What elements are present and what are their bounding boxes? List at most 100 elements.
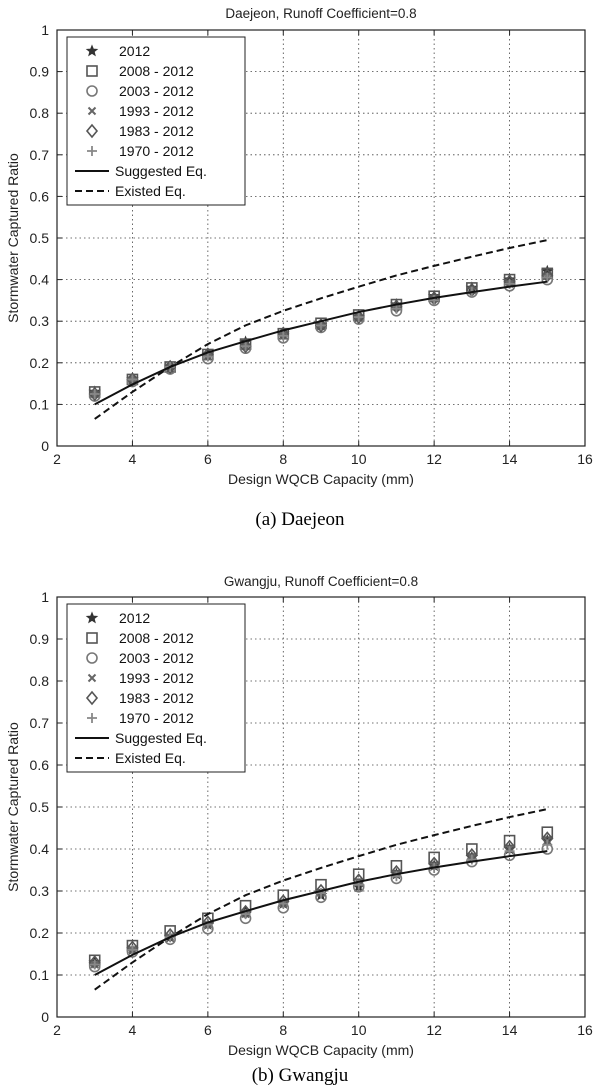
data-point bbox=[316, 888, 326, 899]
x-tick-label: 16 bbox=[577, 1022, 593, 1038]
legend-box bbox=[66, 36, 246, 206]
chart-panel-2: Gwangju, Runoff Coefficient=0.82 4 6 8 10 12 1… bbox=[5, 574, 593, 1086]
legend-marker-swatch bbox=[87, 106, 97, 116]
data-point bbox=[127, 944, 138, 955]
data-point bbox=[89, 959, 100, 970]
legend-entry: 1983 - 2012 bbox=[119, 123, 194, 139]
legend-entry: 2012 bbox=[119, 43, 150, 59]
data-point bbox=[127, 374, 138, 385]
legend-entry: Suggested Eq. bbox=[115, 730, 207, 746]
legend-marker-swatch bbox=[86, 85, 98, 97]
figure-caption: (a) Daejeon bbox=[255, 509, 345, 530]
y-tick-label: 0.7 bbox=[30, 715, 50, 731]
series-markers-5 bbox=[89, 272, 553, 399]
legend-marker-swatch bbox=[86, 652, 98, 664]
x-tick-label: 12 bbox=[426, 451, 442, 467]
x-tick-label: 12 bbox=[426, 1022, 442, 1038]
legend-marker-swatch bbox=[87, 673, 97, 683]
series-line-7 bbox=[94, 239, 548, 420]
legend-marker-swatch bbox=[85, 611, 99, 624]
legend-entry: 2008 - 2012 bbox=[119, 630, 194, 646]
x-tick-label: 16 bbox=[577, 451, 593, 467]
legend-entry: 2008 - 2012 bbox=[119, 63, 194, 79]
legend-marker-swatch bbox=[86, 632, 98, 644]
legend-entry: 1970 - 2012 bbox=[119, 143, 194, 159]
legend: 2012 2008 - 2012 2003 - 2012 1993 - 2012 198… bbox=[66, 603, 246, 773]
x-tick-label: 14 bbox=[502, 451, 518, 467]
gridlines bbox=[57, 30, 585, 446]
y-tick-label: 0.7 bbox=[30, 147, 50, 163]
legend-marker-swatch bbox=[85, 690, 99, 706]
x-tick-label: 6 bbox=[204, 451, 212, 467]
data-point bbox=[352, 868, 365, 881]
y-tick-label: 0.4 bbox=[30, 272, 50, 288]
data-point bbox=[239, 338, 252, 354]
data-point bbox=[504, 846, 515, 857]
y-tick-label: 0.2 bbox=[30, 925, 50, 941]
legend-entry: 2003 - 2012 bbox=[119, 650, 194, 666]
chart-panel-1: Daejeon, Runoff Coefficient=0.82 4 6 8 10 12 1… bbox=[5, 6, 593, 530]
y-tick-label: 0 bbox=[41, 1009, 49, 1025]
y-tick-label: 0.2 bbox=[30, 355, 50, 371]
y-tick-label: 0.9 bbox=[30, 64, 50, 80]
data-point bbox=[541, 826, 554, 839]
legend-entry: 2012 bbox=[119, 610, 150, 626]
legend-entry: Existed Eq. bbox=[115, 750, 186, 766]
chart-title: Daejeon, Runoff Coefficient=0.8 bbox=[225, 6, 416, 21]
data-point bbox=[240, 341, 251, 352]
legend-entry: Suggested Eq. bbox=[115, 163, 207, 179]
y-tick-label: 0.3 bbox=[30, 313, 50, 329]
y-tick-label: 0.8 bbox=[30, 105, 50, 121]
x-tick-label: 10 bbox=[351, 1022, 367, 1038]
y-tick-label: 0.5 bbox=[30, 230, 50, 246]
y-tick-label: 0.8 bbox=[30, 673, 50, 689]
data-point bbox=[428, 851, 440, 864]
data-point bbox=[352, 309, 365, 325]
y-tick-label: 0.6 bbox=[30, 188, 50, 204]
y-tick-label: 0 bbox=[41, 438, 49, 454]
x-tick-label: 2 bbox=[53, 451, 61, 467]
x-axis-label: Design WQCB Capacity (mm) bbox=[228, 1042, 414, 1058]
x-tick-label: 4 bbox=[129, 1022, 137, 1038]
x-tick-label: 8 bbox=[279, 451, 287, 467]
x-tick-label: 4 bbox=[129, 451, 137, 467]
legend-entry: 1993 - 2012 bbox=[119, 670, 194, 686]
x-axis-label: Design WQCB Capacity (mm) bbox=[228, 471, 414, 487]
legend-entry: 1983 - 2012 bbox=[119, 690, 194, 706]
data-point bbox=[88, 386, 101, 402]
legend-entry: 2003 - 2012 bbox=[119, 83, 194, 99]
legend-entry: 1970 - 2012 bbox=[119, 710, 194, 726]
legend: 2012 2008 - 2012 2003 - 2012 1993 - 2012 198… bbox=[66, 36, 246, 206]
figure-caption: (b) Gwangju bbox=[252, 1065, 349, 1086]
data-point bbox=[278, 330, 289, 341]
y-tick-label: 0.4 bbox=[30, 841, 50, 857]
legend-marker-swatch bbox=[85, 123, 99, 139]
chart-title: Gwangju, Runoff Coefficient=0.8 bbox=[224, 574, 418, 589]
legend-marker-swatch bbox=[87, 146, 97, 156]
legend-marker-swatch bbox=[85, 44, 99, 57]
y-tick-label: 0.9 bbox=[30, 631, 50, 647]
y-tick-label: 1 bbox=[41, 589, 49, 605]
y-tick-label: 0.3 bbox=[30, 883, 50, 899]
y-tick-label: 0.5 bbox=[30, 799, 50, 815]
data-point bbox=[466, 854, 477, 865]
y-tick-label: 0.1 bbox=[30, 967, 50, 983]
legend-marker-swatch bbox=[86, 65, 98, 77]
data-point bbox=[391, 871, 402, 882]
data-point bbox=[89, 389, 100, 399]
data-point bbox=[542, 272, 553, 283]
y-tick-label: 1 bbox=[41, 22, 49, 38]
x-tick-label: 6 bbox=[204, 1022, 212, 1038]
y-tick-label: 0.6 bbox=[30, 757, 50, 773]
y-axis-label: Stormwater Captured Ratio bbox=[5, 153, 21, 323]
data-point bbox=[503, 834, 516, 847]
legend-marker-swatch bbox=[87, 713, 97, 723]
data-point bbox=[314, 318, 328, 333]
x-tick-label: 8 bbox=[279, 1022, 287, 1038]
legend-entry: 1993 - 2012 bbox=[119, 103, 194, 119]
y-axis-label: Stormwater Captured Ratio bbox=[5, 722, 21, 892]
data-point bbox=[466, 843, 478, 855]
legend-box bbox=[66, 603, 246, 773]
